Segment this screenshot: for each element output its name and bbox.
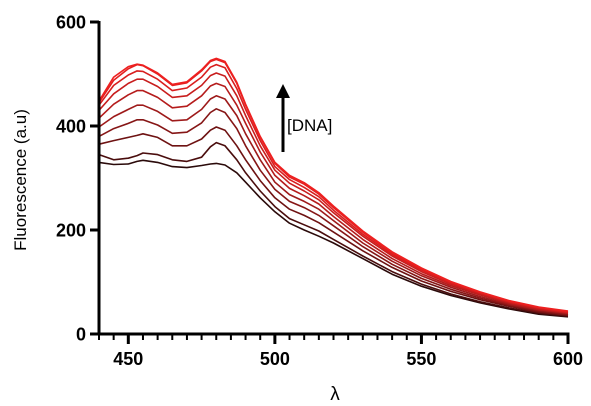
dna-annotation-label: [DNA]: [287, 116, 332, 135]
series-line-10: [98, 57, 569, 312]
arrow-up-icon: [276, 84, 290, 98]
y-tick-label-0: 0: [76, 325, 86, 345]
x-tick-label-600: 600: [553, 349, 583, 369]
y-tick-label-600: 600: [56, 13, 86, 33]
series-line-7: [98, 72, 569, 314]
x-axis-title: λ: [330, 384, 340, 405]
series-line-3: [98, 126, 569, 317]
series-line-2: [98, 141, 569, 318]
series-line-9: [98, 58, 569, 313]
series-line-6: [98, 82, 569, 314]
y-tick-label-200: 200: [56, 221, 86, 241]
y-tick-label-400: 400: [56, 117, 86, 137]
axes-layer: 0 200 400 600 450 500 550 600: [56, 13, 583, 370]
series-line-1: [98, 159, 569, 318]
x-tick-label-450: 450: [113, 349, 143, 369]
series-line-8: [98, 63, 569, 313]
x-tick-label-500: 500: [260, 349, 290, 369]
dna-annotation: [DNA]: [276, 84, 332, 152]
series-line-5: [98, 95, 569, 315]
series-layer: [98, 57, 569, 318]
x-tick-label-550: 550: [406, 349, 436, 369]
y-axis-title: Fluorescence (a.u): [11, 109, 30, 251]
series-line-4: [98, 108, 569, 316]
